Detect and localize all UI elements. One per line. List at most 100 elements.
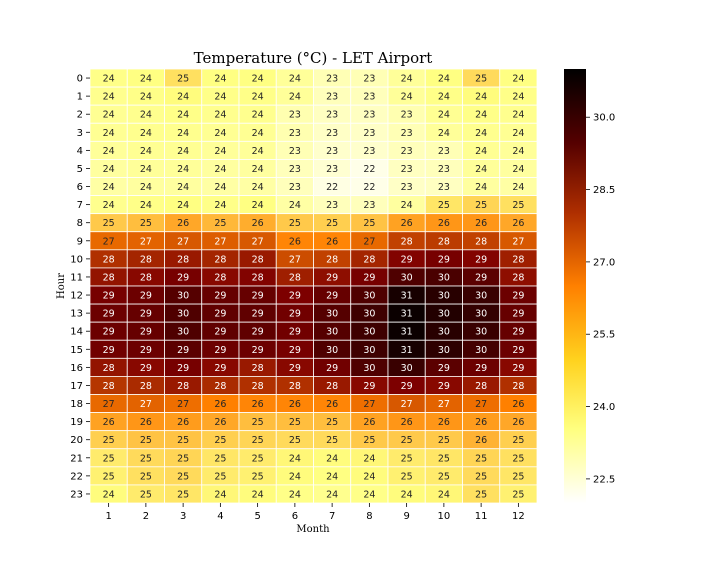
cell-value-label: 30	[363, 327, 375, 338]
cell-value-label: 25	[401, 453, 413, 464]
x-tick-label: 2	[143, 511, 149, 522]
cell-value-label: 24	[438, 74, 450, 85]
cell-value-label: 24	[140, 128, 152, 139]
cell-value-label: 25	[214, 453, 226, 464]
cell-value-label: 29	[177, 345, 189, 356]
cell-value-label: 25	[177, 471, 189, 482]
cell-value-label: 25	[438, 435, 450, 446]
cell-value-label: 25	[103, 471, 115, 482]
cell-value-label: 29	[140, 345, 152, 356]
cell-value-label: 28	[103, 254, 115, 265]
cell-value-label: 23	[326, 110, 338, 121]
cell-value-label: 23	[438, 182, 450, 193]
cell-value-label: 26	[512, 399, 524, 410]
cell-value-label: 25	[401, 435, 413, 446]
cell-value-label: 26	[326, 236, 338, 247]
cell-value-label: 24	[438, 92, 450, 103]
cell-value-label: 28	[214, 254, 226, 265]
cell-value-label: 28	[289, 381, 301, 392]
cell-value-label: 27	[363, 236, 375, 247]
cell-value-label: 24	[289, 200, 301, 211]
cell-value-label: 24	[214, 110, 226, 121]
cell-value-label: 30	[438, 345, 450, 356]
cell-value-label: 25	[475, 74, 487, 85]
cell-value-label: 25	[475, 489, 487, 500]
cell-value-label: 23	[438, 146, 450, 157]
cell-value-label: 24	[177, 92, 189, 103]
cell-value-label: 28	[512, 272, 524, 283]
cell-value-label: 24	[214, 200, 226, 211]
cell-value-label: 23	[326, 200, 338, 211]
cell-value-label: 25	[252, 417, 264, 428]
cell-value-label: 24	[401, 200, 413, 211]
cell-value-label: 29	[252, 345, 264, 356]
cell-value-label: 25	[363, 435, 375, 446]
cell-value-label: 25	[252, 471, 264, 482]
x-tick-label: 3	[180, 511, 186, 522]
cell-value-label: 27	[289, 254, 301, 265]
y-tick-label: 19	[70, 417, 83, 428]
cell-value-label: 28	[252, 381, 264, 392]
cell-value-label: 25	[363, 218, 375, 229]
cell-value-label: 23	[289, 164, 301, 175]
cell-value-label: 25	[512, 435, 524, 446]
cell-value-label: 23	[289, 110, 301, 121]
x-tick-label: 6	[292, 511, 298, 522]
cell-value-label: 26	[252, 218, 264, 229]
cell-value-label: 29	[252, 291, 264, 302]
cell-value-label: 25	[438, 471, 450, 482]
cell-value-label: 26	[438, 417, 450, 428]
cell-value-label: 29	[103, 345, 115, 356]
cell-value-label: 25	[326, 218, 338, 229]
cell-value-label: 24	[177, 128, 189, 139]
cell-value-label: 25	[103, 435, 115, 446]
cell-value-label: 26	[475, 218, 487, 229]
cell-value-label: 25	[140, 218, 152, 229]
cell-value-label: 29	[140, 363, 152, 374]
cell-value-label: 30	[363, 363, 375, 374]
cell-value-label: 25	[140, 471, 152, 482]
y-tick-label: 16	[70, 363, 83, 374]
cell-value-label: 29	[438, 363, 450, 374]
cell-value-label: 28	[252, 363, 264, 374]
cell-value-label: 24	[363, 489, 375, 500]
cell-value-label: 24	[103, 92, 115, 103]
cell-value-label: 26	[401, 218, 413, 229]
cell-value-label: 30	[438, 291, 450, 302]
cell-value-label: 27	[401, 399, 413, 410]
cell-value-label: 23	[289, 128, 301, 139]
cell-value-label: 24	[252, 146, 264, 157]
cell-value-label: 30	[177, 291, 189, 302]
cell-value-label: 26	[214, 417, 226, 428]
cell-value-label: 25	[475, 471, 487, 482]
cell-value-label: 25	[252, 453, 264, 464]
cell-value-label: 24	[103, 489, 115, 500]
cell-value-label: 24	[103, 146, 115, 157]
cell-value-label: 28	[475, 381, 487, 392]
cell-value-label: 23	[326, 74, 338, 85]
cell-value-label: 29	[475, 254, 487, 265]
cell-value-label: 26	[214, 399, 226, 410]
cell-value-label: 30	[438, 327, 450, 338]
cell-value-label: 29	[289, 309, 301, 320]
cell-value-label: 22	[363, 182, 375, 193]
cell-value-label: 31	[401, 345, 413, 356]
y-tick-label: 6	[77, 182, 83, 193]
y-tick-label: 4	[77, 146, 83, 157]
cell-value-label: 28	[103, 363, 115, 374]
colorbar-tick-label: 28.5	[593, 185, 615, 196]
cell-value-label: 28	[326, 254, 338, 265]
cell-value-label: 25	[512, 471, 524, 482]
cell-value-label: 24	[252, 128, 264, 139]
x-tick-label: 5	[254, 511, 260, 522]
y-tick-label: 22	[70, 471, 83, 482]
cell-value-label: 23	[401, 146, 413, 157]
cell-value-label: 24	[438, 128, 450, 139]
cell-value-label: 29	[214, 291, 226, 302]
cell-value-label: 23	[326, 92, 338, 103]
cell-value-label: 30	[326, 327, 338, 338]
cell-value-label: 27	[177, 236, 189, 247]
cell-value-label: 25	[177, 74, 189, 85]
y-tick-label: 14	[70, 327, 83, 338]
cell-value-label: 24	[326, 453, 338, 464]
